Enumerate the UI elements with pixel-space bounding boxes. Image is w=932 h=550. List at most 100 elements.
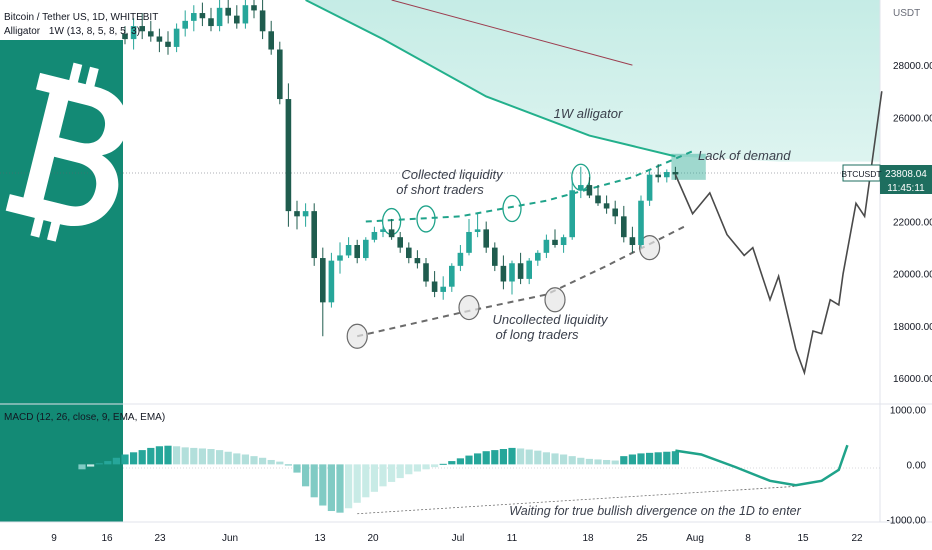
macd-histogram-bar: [499, 449, 507, 465]
macd-histogram-bar: [181, 447, 189, 465]
time-tick-label: 9: [51, 533, 57, 544]
alligator-teeth-line: [391, 0, 633, 66]
macd-histogram-bar: [508, 447, 516, 465]
macd-histogram-bar: [628, 454, 636, 465]
symbol-line[interactable]: Bitcoin / Tether US, 1D, WHITEBIT: [4, 12, 159, 23]
time-tick-label: 8: [745, 533, 751, 544]
candle-body: [552, 239, 558, 246]
candle-body: [655, 174, 661, 178]
candle-body: [388, 229, 395, 238]
candle-body: [242, 5, 249, 24]
annotation-waiting: Waiting for true bullish divergence on t…: [509, 504, 801, 518]
time-tick-label: 13: [314, 533, 326, 544]
candle-body: [363, 239, 369, 259]
macd-histogram-bar: [474, 453, 482, 465]
macd-histogram-bar: [525, 449, 533, 465]
alligator-band: [297, 0, 880, 162]
candle-body: [621, 216, 627, 238]
macd-histogram-bar: [327, 464, 335, 512]
candle-body: [423, 263, 429, 282]
candle-body: [165, 41, 171, 47]
candle-body: [156, 36, 163, 42]
macd-histogram-bar: [568, 456, 576, 465]
time-tick-label: 25: [636, 533, 648, 544]
macd-histogram-bar: [422, 464, 430, 470]
last-price-badge: [880, 165, 932, 181]
time-tick-label: 16: [101, 533, 113, 544]
price-tick-label: 22000.00: [893, 218, 932, 229]
last-price-value: 23808.04: [885, 169, 927, 180]
candle-body: [560, 237, 567, 246]
candle-body: [148, 31, 154, 37]
candle-body: [182, 20, 188, 29]
macd-histogram-bar: [78, 464, 86, 470]
macd-histogram-bar: [362, 464, 370, 498]
candle-body: [492, 247, 498, 266]
candle-body: [225, 7, 231, 16]
annotation-alligator: 1W alligator: [554, 106, 623, 121]
macd-title: MACD (12, 26, close, 9, EMA, EMA): [4, 412, 165, 423]
macd-histogram-bar: [87, 464, 95, 467]
macd-label[interactable]: MACD (12, 26, close, 9, EMA, EMA): [4, 412, 166, 423]
candle-body: [526, 260, 532, 279]
candle-body: [234, 15, 240, 24]
candle-body: [672, 172, 679, 175]
divergence-line: [357, 485, 796, 515]
candle-body: [173, 28, 180, 47]
annotation-uncollected-1: Uncollected liquidity: [493, 312, 609, 327]
macd-histogram-bar: [577, 457, 585, 465]
macd-histogram-bar: [413, 464, 421, 472]
price-tick-label: 16000.00: [893, 374, 932, 385]
indicator-title: Alligator 1W (13, 8, 5, 8, 5, 3): [4, 26, 140, 37]
candle-body: [130, 26, 137, 40]
countdown-badge: [880, 180, 932, 194]
candle-body: [259, 10, 266, 32]
candle-body: [569, 190, 575, 238]
macd-histogram-bar: [164, 445, 172, 465]
candle-body: [345, 245, 352, 256]
candle-body: [397, 237, 403, 248]
macd-histogram-bar: [233, 453, 241, 465]
candle-body: [268, 31, 274, 50]
macd-histogram-bar: [302, 464, 310, 487]
candle-body: [440, 286, 446, 292]
annotation-collected-2: of short traders: [396, 182, 484, 197]
macd-histogram-bar: [224, 451, 232, 465]
lack-of-demand-zone: [671, 153, 706, 180]
candle-body: [629, 237, 636, 246]
macd-histogram-bar: [130, 452, 138, 465]
candle-body: [285, 99, 292, 212]
macd-histogram-bar: [198, 448, 206, 465]
candle-body: [612, 208, 618, 217]
macd-histogram-bar: [190, 447, 198, 465]
long-liquidity-circle: [544, 287, 566, 313]
countdown-value: 11:45:11: [887, 183, 925, 194]
macd-histogram-bar: [267, 459, 275, 465]
candle-body: [251, 5, 257, 11]
price-tick-label: 28000.00: [893, 61, 932, 72]
candle-body: [354, 245, 360, 259]
bitcoin-logo-icon: [5, 62, 128, 242]
macd-histogram-bar: [388, 464, 396, 482]
candle-body: [380, 229, 386, 232]
macd-histogram-bar: [646, 452, 654, 465]
time-tick-label: 23: [154, 533, 166, 544]
macd-histogram-bar: [465, 455, 473, 465]
macd-histogram-bar: [517, 448, 525, 465]
candle-body: [535, 252, 541, 261]
indicator-name[interactable]: Alligator: [4, 26, 41, 37]
candle-body: [500, 265, 507, 282]
macd-histogram-bar: [207, 449, 215, 465]
candle-body: [483, 229, 489, 248]
macd-histogram-bar: [121, 454, 129, 465]
macd-tick-label: -1000.00: [887, 515, 927, 526]
macd-histogram-bar: [671, 451, 679, 465]
candle-body: [509, 263, 515, 282]
macd-histogram-bar: [155, 446, 163, 465]
macd-projection-path: [675, 444, 849, 487]
candle-body: [122, 33, 128, 40]
time-tick-label: Jul: [452, 533, 465, 544]
symbol-badge-label: BTCUSDT: [841, 169, 881, 179]
macd-histogram-bar: [491, 450, 499, 465]
